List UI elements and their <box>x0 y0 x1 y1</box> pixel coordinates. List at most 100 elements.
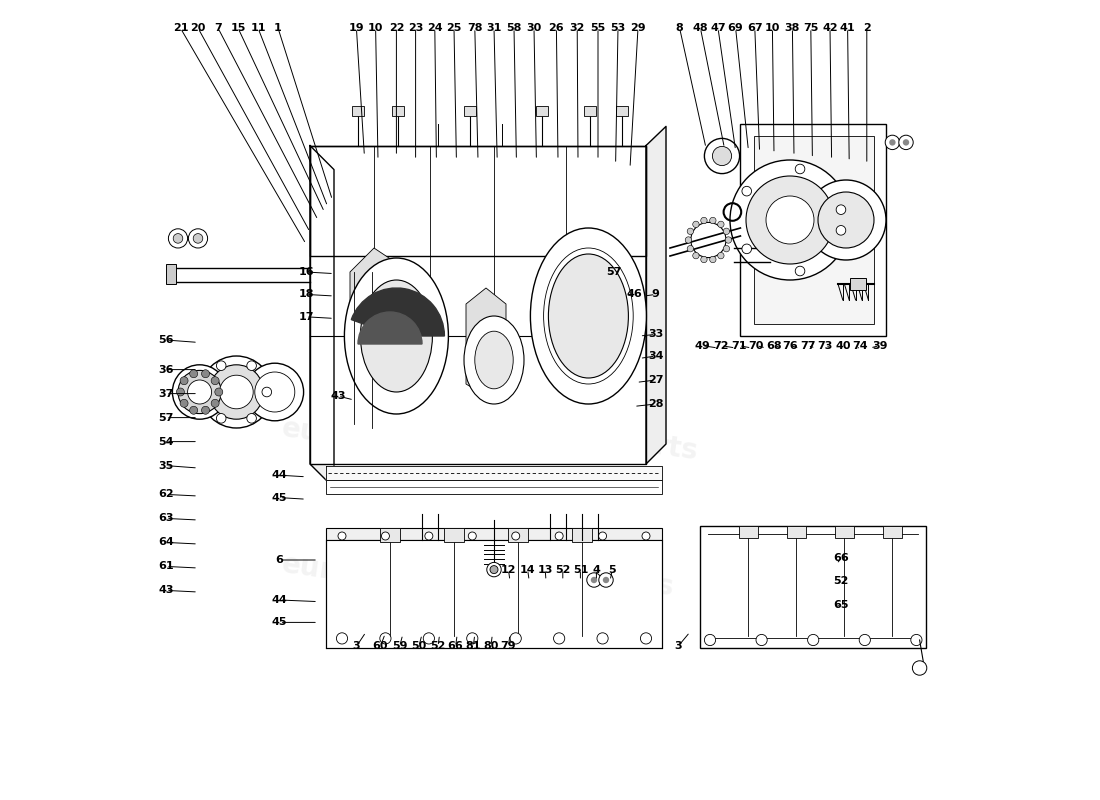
Ellipse shape <box>173 365 227 419</box>
Circle shape <box>725 237 732 243</box>
Ellipse shape <box>209 365 264 419</box>
Circle shape <box>899 135 913 150</box>
Text: 7: 7 <box>214 23 222 33</box>
Circle shape <box>262 387 272 397</box>
Polygon shape <box>326 480 662 494</box>
Text: 67: 67 <box>747 23 762 33</box>
Text: 46: 46 <box>627 290 642 299</box>
Circle shape <box>597 633 608 644</box>
Text: 50: 50 <box>411 642 427 651</box>
Text: 8: 8 <box>675 23 683 33</box>
Text: 22: 22 <box>388 23 404 33</box>
Circle shape <box>806 180 886 260</box>
Circle shape <box>889 139 895 146</box>
Text: 45: 45 <box>272 618 287 627</box>
Bar <box>352 106 364 116</box>
Bar <box>536 106 549 116</box>
Text: 25: 25 <box>447 23 462 33</box>
Circle shape <box>382 532 389 540</box>
Text: 66: 66 <box>448 642 463 651</box>
Text: 64: 64 <box>158 538 174 547</box>
Circle shape <box>730 160 850 280</box>
Ellipse shape <box>188 380 211 404</box>
Circle shape <box>741 244 751 254</box>
Circle shape <box>168 229 188 248</box>
Text: 75: 75 <box>803 23 818 33</box>
Circle shape <box>591 577 597 583</box>
Circle shape <box>704 138 739 174</box>
Text: 12: 12 <box>500 565 516 574</box>
Circle shape <box>717 253 724 259</box>
Bar <box>739 526 758 538</box>
Circle shape <box>217 361 226 370</box>
Text: 41: 41 <box>839 23 856 33</box>
Bar <box>616 106 628 116</box>
Text: 31: 31 <box>486 23 502 33</box>
Polygon shape <box>646 126 666 464</box>
Bar <box>463 106 476 116</box>
Ellipse shape <box>220 375 253 409</box>
Text: 47: 47 <box>711 23 726 33</box>
Circle shape <box>886 135 900 150</box>
Text: 19: 19 <box>349 23 364 33</box>
Text: 3: 3 <box>674 642 682 651</box>
Text: 59: 59 <box>392 642 407 651</box>
Circle shape <box>469 532 476 540</box>
Wedge shape <box>351 288 444 336</box>
Text: 68: 68 <box>767 341 782 350</box>
Text: 79: 79 <box>500 642 516 651</box>
Text: 1: 1 <box>274 23 282 33</box>
Text: 52: 52 <box>834 576 849 586</box>
Text: 72: 72 <box>714 341 729 350</box>
Circle shape <box>903 139 910 146</box>
Circle shape <box>173 234 183 243</box>
Circle shape <box>189 406 198 414</box>
Polygon shape <box>310 146 334 488</box>
Text: 77: 77 <box>800 341 815 350</box>
Text: 37: 37 <box>158 389 174 398</box>
Text: 71: 71 <box>732 341 747 350</box>
Circle shape <box>512 532 519 540</box>
Circle shape <box>586 573 602 587</box>
Ellipse shape <box>200 356 273 428</box>
Text: 57: 57 <box>606 267 621 277</box>
Circle shape <box>510 633 521 644</box>
Text: 57: 57 <box>158 413 174 422</box>
Text: 74: 74 <box>852 341 868 350</box>
Text: eurosparts: eurosparts <box>279 414 452 466</box>
Circle shape <box>201 387 211 397</box>
Bar <box>883 526 902 538</box>
Text: 60: 60 <box>373 642 388 651</box>
Text: 80: 80 <box>483 642 498 651</box>
Polygon shape <box>466 288 506 396</box>
Bar <box>835 526 854 538</box>
Text: 14: 14 <box>520 565 536 574</box>
Ellipse shape <box>255 372 295 412</box>
Text: 42: 42 <box>822 23 838 33</box>
Bar <box>444 528 463 542</box>
Circle shape <box>194 234 202 243</box>
Circle shape <box>693 253 700 259</box>
Circle shape <box>912 661 927 675</box>
Polygon shape <box>326 528 662 540</box>
Circle shape <box>693 221 700 227</box>
Text: 2: 2 <box>862 23 871 33</box>
Circle shape <box>795 164 805 174</box>
Text: 52: 52 <box>556 565 571 574</box>
Circle shape <box>818 192 874 248</box>
Circle shape <box>211 399 219 407</box>
Circle shape <box>246 414 256 423</box>
Text: 3: 3 <box>353 642 360 651</box>
Text: 53: 53 <box>610 23 626 33</box>
Text: 34: 34 <box>648 351 663 361</box>
Circle shape <box>188 229 208 248</box>
Text: 32: 32 <box>570 23 585 33</box>
Text: 63: 63 <box>158 514 174 523</box>
Circle shape <box>338 532 346 540</box>
Text: 81: 81 <box>465 642 481 651</box>
Text: 10: 10 <box>367 23 383 33</box>
Ellipse shape <box>464 316 524 404</box>
Text: 18: 18 <box>298 290 314 299</box>
Circle shape <box>911 634 922 646</box>
Circle shape <box>337 633 348 644</box>
